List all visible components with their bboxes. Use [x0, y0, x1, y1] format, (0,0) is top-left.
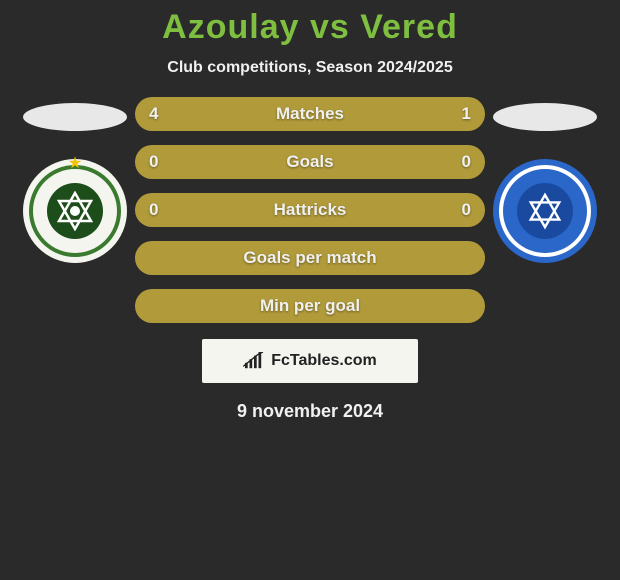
club-badge-right [493, 159, 597, 263]
stat-value-left: 0 [149, 200, 158, 220]
date-line: 9 november 2024 [237, 401, 383, 422]
left-side-col: ★ [15, 95, 135, 263]
stat-value-left: 4 [149, 104, 158, 124]
stat-label: Hattricks [274, 200, 347, 220]
brand-text: FcTables.com [271, 352, 377, 370]
brand-box: FcTables.com [202, 339, 418, 383]
stat-fill-right [310, 145, 485, 179]
stat-bar: 0 Hattricks 0 [135, 193, 485, 227]
player-ellipse-right [493, 103, 597, 131]
chart-icon [243, 352, 265, 370]
page-title: Azoulay vs Vered [162, 8, 458, 47]
stats-column: 4 Matches 1 0 Goals 0 0 Hattricks 0 Goals per mat… [135, 95, 485, 323]
main-row: ★ 4 Matches 1 0 Goals 0 0 Hattricks 0 Goals per m… [0, 95, 620, 323]
player-ellipse-left [23, 103, 127, 131]
stat-label: Matches [276, 104, 344, 124]
club-badge-left: ★ [23, 159, 127, 263]
stat-label: Goals [286, 152, 333, 172]
stat-value-right: 0 [462, 200, 471, 220]
badge-right-ring [499, 165, 591, 257]
stat-value-left: 0 [149, 152, 158, 172]
badge-left-ring [29, 165, 121, 257]
right-side-col [485, 95, 605, 263]
stat-bar: Goals per match [135, 241, 485, 275]
star-icon: ★ [68, 153, 82, 173]
stat-bar: 0 Goals 0 [135, 145, 485, 179]
stat-bar: 4 Matches 1 [135, 97, 485, 131]
stat-fill-left [135, 145, 310, 179]
stat-value-right: 1 [462, 104, 471, 124]
stat-fill-right [415, 97, 485, 131]
subtitle: Club competitions, Season 2024/2025 [167, 59, 452, 77]
stat-bar: Min per goal [135, 289, 485, 323]
stat-label: Goals per match [243, 248, 376, 268]
infographic-root: Azoulay vs Vered Club competitions, Seas… [0, 0, 620, 422]
stat-label: Min per goal [260, 296, 360, 316]
stat-value-right: 0 [462, 152, 471, 172]
